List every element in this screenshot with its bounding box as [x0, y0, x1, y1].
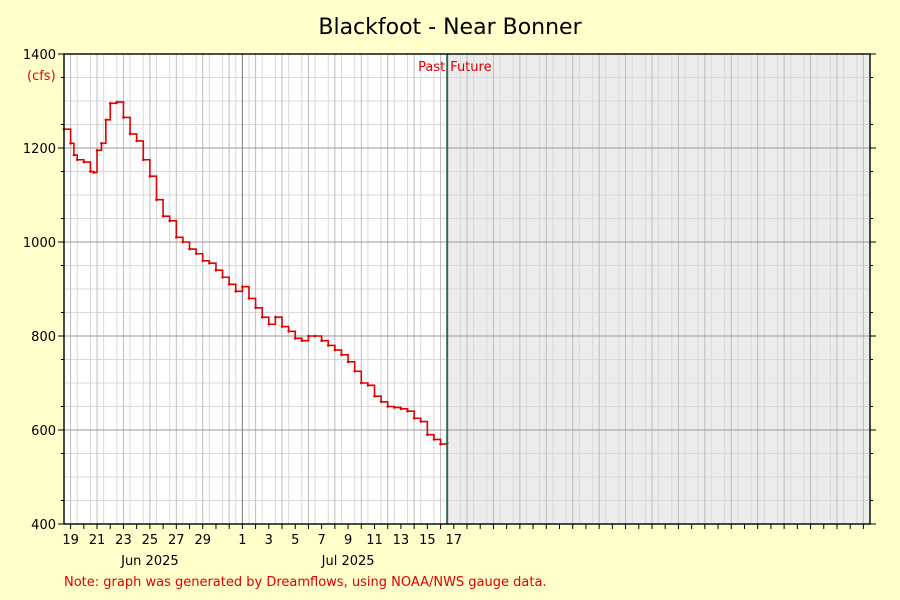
flow-data-point: [293, 337, 297, 340]
flow-data-point: [234, 290, 238, 293]
flow-data-point: [406, 409, 409, 413]
y-tick-label: 1400: [23, 48, 56, 63]
future-label: Future: [450, 60, 491, 75]
flow-data-point: [161, 214, 165, 218]
flow-data-point: [280, 325, 284, 328]
flow-data-point: [254, 306, 257, 310]
flow-series-points: [62, 100, 449, 446]
flow-data-point: [386, 405, 390, 408]
y-tick-label: 1000: [23, 236, 56, 251]
x-tick-label: 19: [62, 533, 79, 548]
flow-data-point: [247, 297, 251, 300]
flow-data-point: [108, 102, 112, 105]
flow-data-point: [89, 170, 92, 173]
x-tick-label: 13: [393, 533, 410, 548]
flow-data-point: [168, 219, 172, 223]
flow-data-point: [260, 315, 264, 319]
x-tick-label: 9: [344, 533, 352, 548]
x-tick-label: 1: [238, 533, 246, 548]
flow-data-point: [359, 381, 363, 385]
flow-data-point: [227, 283, 231, 286]
flow-data-point: [128, 132, 132, 136]
y-tick-label: 800: [31, 330, 56, 345]
flow-data-point: [307, 334, 310, 338]
flow-data-point: [69, 142, 72, 145]
x-tick-label: 23: [115, 533, 132, 548]
y-tick-label: 400: [31, 518, 56, 533]
x-tick-label: 15: [419, 533, 436, 548]
flow-data-point: [340, 353, 343, 357]
flow-data-point: [320, 339, 323, 343]
flow-data-point: [194, 252, 198, 256]
flow-data-point: [439, 442, 442, 446]
x-tick-label: 3: [265, 533, 273, 548]
flow-data-point: [214, 268, 218, 272]
flow-data-point: [95, 149, 99, 152]
flow-data-point: [75, 158, 79, 162]
flow-data-point: [82, 160, 86, 164]
flow-data-point: [122, 116, 125, 119]
flow-data-point: [267, 322, 271, 326]
flow-data-point: [373, 394, 376, 398]
x-tick-label: 29: [194, 533, 211, 548]
past-label: Past: [418, 60, 445, 75]
y-tick-label: 600: [31, 424, 56, 439]
x-tick-label: 7: [318, 533, 326, 548]
flow-data-point: [287, 330, 290, 333]
flow-data-point: [300, 339, 304, 343]
flow-data-point: [72, 153, 76, 157]
flow-data-point: [379, 400, 383, 404]
flow-data-point: [135, 139, 138, 143]
flow-data-point: [148, 174, 152, 178]
month-label: Jul 2025: [321, 554, 375, 569]
month-label: Jun 2025: [120, 554, 179, 569]
source-note: Note: graph was generated by Dreamflows,…: [64, 575, 547, 590]
x-axis: 19 21 23 25 27 29 1 3 5 7 9 11 13 15 17: [62, 524, 864, 548]
flow-data-point: [104, 118, 108, 122]
flow-data-point: [313, 334, 317, 338]
flow-data-point: [326, 344, 330, 347]
flow-data-point: [92, 171, 96, 174]
flow-data-point: [241, 285, 244, 288]
month-labels: Jun 2025 Jul 2025: [120, 554, 374, 569]
x-tick-label: 25: [142, 533, 159, 548]
flow-data-point: [274, 315, 277, 319]
flow-data-point: [201, 259, 205, 263]
y-tick-label: 1200: [23, 142, 56, 157]
chart-title: Blackfoot - Near Bonner: [318, 15, 582, 40]
flow-data-point: [115, 100, 119, 104]
flow-data-point: [426, 433, 429, 437]
x-tick-label: 21: [89, 533, 106, 548]
flow-data-point: [155, 198, 158, 201]
flow-data-point: [366, 384, 370, 387]
flow-data-point: [393, 406, 396, 409]
x-tick-label: 5: [291, 533, 299, 548]
flow-data-point: [188, 247, 191, 251]
flow-data-point: [333, 348, 337, 352]
x-tick-label: 27: [168, 533, 185, 548]
flow-data-point: [175, 236, 178, 239]
flow-data-point: [399, 407, 403, 411]
flow-data-point: [221, 275, 224, 279]
flow-data-point: [346, 360, 350, 364]
y-axis: 400 600 800 1000 1200 1400: [23, 48, 876, 533]
flow-data-point: [208, 261, 211, 265]
flow-data-point: [100, 142, 103, 145]
flow-data-point: [181, 240, 185, 244]
x-tick-label: 17: [446, 533, 463, 548]
flow-data-point: [141, 158, 145, 162]
flow-data-point: [432, 438, 436, 441]
flow-data-point: [419, 420, 423, 423]
flow-data-point: [353, 369, 356, 373]
flow-data-point: [412, 416, 416, 420]
x-tick-label: 11: [366, 533, 383, 548]
y-axis-unit-label: (cfs): [27, 69, 56, 84]
